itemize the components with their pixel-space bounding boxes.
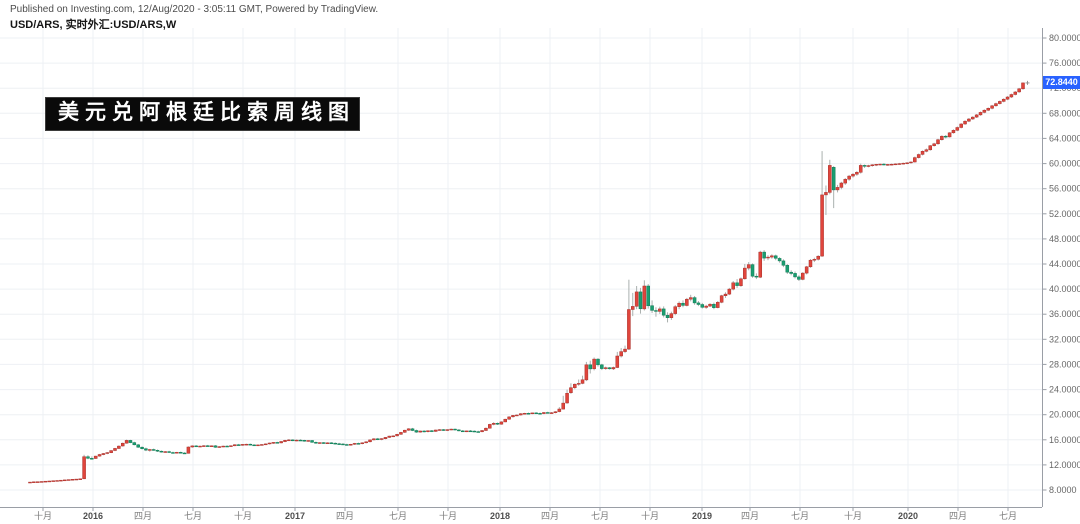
chart-title-overlay: 美元兑阿根廷比索周线图: [45, 97, 360, 131]
svg-text:十月: 十月: [439, 510, 457, 521]
svg-text:2016: 2016: [83, 511, 103, 521]
svg-text:48.0000: 48.0000: [1049, 234, 1080, 244]
candles-series: [28, 80, 1030, 484]
svg-text:四月: 四月: [541, 511, 559, 521]
svg-text:四月: 四月: [134, 511, 152, 521]
svg-text:60.0000: 60.0000: [1049, 159, 1080, 169]
svg-text:2018: 2018: [490, 511, 510, 521]
svg-text:十月: 十月: [34, 510, 52, 521]
svg-text:8.0000: 8.0000: [1049, 485, 1077, 495]
svg-text:80.0000: 80.0000: [1049, 33, 1080, 43]
svg-text:七月: 七月: [184, 511, 202, 521]
svg-text:十月: 十月: [844, 510, 862, 521]
svg-text:七月: 七月: [791, 511, 809, 521]
svg-text:36.0000: 36.0000: [1049, 309, 1080, 319]
svg-text:2017: 2017: [285, 511, 305, 521]
svg-text:12.0000: 12.0000: [1049, 460, 1080, 470]
svg-text:76.0000: 76.0000: [1049, 58, 1080, 68]
svg-text:十月: 十月: [234, 510, 252, 521]
svg-text:40.0000: 40.0000: [1049, 284, 1080, 294]
svg-text:七月: 七月: [999, 511, 1017, 521]
svg-text:32.0000: 32.0000: [1049, 334, 1080, 344]
svg-text:四月: 四月: [741, 511, 759, 521]
svg-text:2020: 2020: [898, 511, 918, 521]
svg-text:64.0000: 64.0000: [1049, 133, 1080, 143]
svg-text:七月: 七月: [591, 511, 609, 521]
published-info: Published on Investing.com, 12/Aug/2020 …: [10, 4, 379, 15]
gridlines: [0, 28, 1042, 507]
last-price-marker: [1025, 80, 1030, 85]
time-axis[interactable]: 十月 2016 四月 七月 十月 2017 四月 七月 十月 2018 四月 七月 十月 2019 四月 七月…: [0, 507, 1042, 522]
svg-text:44.0000: 44.0000: [1049, 259, 1080, 269]
svg-text:十月: 十月: [641, 510, 659, 521]
svg-text:四月: 四月: [336, 511, 354, 521]
svg-text:24.0000: 24.0000: [1049, 385, 1080, 395]
svg-text:2019: 2019: [692, 511, 712, 521]
last-price-badge: 72.8440: [1043, 76, 1080, 89]
svg-text:28.0000: 28.0000: [1049, 359, 1080, 369]
svg-text:68.0000: 68.0000: [1049, 108, 1080, 118]
svg-text:52.0000: 52.0000: [1049, 209, 1080, 219]
svg-text:20.0000: 20.0000: [1049, 410, 1080, 420]
svg-text:56.0000: 56.0000: [1049, 184, 1080, 194]
price-axis[interactable]: 80.000076.000072.000068.000064.000060.00…: [1042, 28, 1080, 507]
svg-text:16.0000: 16.0000: [1049, 435, 1080, 445]
svg-text:七月: 七月: [389, 511, 407, 521]
symbol-title: USD/ARS, 实时外汇:USD/ARS,W: [10, 19, 177, 31]
svg-text:四月: 四月: [949, 511, 967, 521]
